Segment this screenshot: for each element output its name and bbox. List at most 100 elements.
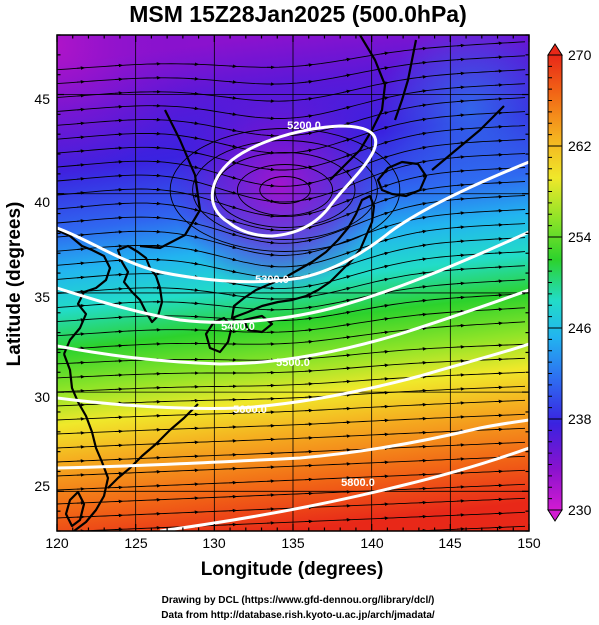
wind-arrow [456, 155, 466, 159]
wind-arrow [342, 89, 352, 94]
wind-arrow [456, 197, 466, 201]
wind-arrow [190, 136, 200, 140]
colorbar-tick-label: 246 [568, 320, 592, 336]
coastline-china-north [57, 229, 112, 355]
wind-arrow [342, 73, 352, 78]
coastline-taiwan [64, 490, 86, 528]
streamline-circulation [192, 140, 378, 240]
streamline [57, 321, 526, 351]
streamline [57, 385, 526, 407]
grid-lines [57, 35, 529, 531]
wind-arrow [380, 51, 390, 56]
wind-arrow [380, 251, 390, 256]
wind-arrow [228, 269, 238, 274]
wind-arrow [304, 181, 314, 186]
wind-arrow [380, 225, 390, 229]
wind-arrow [380, 66, 390, 70]
wind-arrow [76, 247, 86, 251]
colorbar: 270 262 254 246 238 230 [547, 43, 592, 522]
wind-arrow [76, 332, 86, 336]
contour-label-5800: 5800.0 [341, 477, 375, 489]
wind-arrow [342, 298, 352, 303]
x-tick-label: 135 [281, 535, 305, 551]
wind-arrow [266, 227, 276, 232]
wind-arrow [456, 141, 466, 145]
wind-arrow [304, 80, 314, 84]
wind-arrow [342, 154, 352, 158]
wind-arrow [228, 112, 238, 116]
wind-arrow [228, 219, 238, 223]
wind-arrow [76, 80, 86, 84]
wind-arrow [266, 214, 276, 218]
wind-arrow [342, 199, 352, 204]
y-tick-label: 35 [34, 289, 50, 305]
x-tick-label: 130 [202, 535, 226, 551]
wind-arrow [76, 261, 86, 266]
wind-arrow [304, 305, 314, 310]
wind-arrow [190, 235, 200, 239]
wind-arrow [456, 211, 466, 215]
streamline-circulation [169, 128, 401, 252]
wind-arrow [380, 141, 390, 145]
wind-arrow [228, 205, 238, 209]
wind-arrow [304, 63, 314, 67]
wind-arrow [380, 330, 390, 335]
figure-title: MSM 15Z28Jan2025 (500.0hPa) [129, 1, 467, 27]
wind-arrow [418, 229, 428, 234]
streamline [57, 399, 526, 421]
wind-arrow [342, 138, 352, 142]
wind-arrow [418, 146, 428, 150]
wind-arrow [76, 191, 86, 195]
wind-arrow [456, 183, 466, 187]
wind-arrow [228, 96, 238, 100]
wind-arrow [190, 288, 200, 292]
wind-arrow [342, 239, 352, 243]
wind-arrow [266, 240, 276, 245]
y-tick-label: 45 [34, 91, 50, 107]
contour-5400 [57, 230, 529, 324]
wind-arrow [342, 366, 352, 371]
x-tick-label: 145 [438, 535, 462, 551]
streamline [57, 237, 526, 279]
contour-label-5300: 5300.0 [255, 274, 289, 286]
wind-arrow [456, 225, 466, 229]
colorbar-tick-label: 270 [568, 47, 592, 63]
coastline-russia-east [329, 35, 387, 181]
x-tick-label: 150 [517, 535, 541, 551]
colorbar-tick-label: 230 [568, 502, 592, 518]
wind-arrow [418, 131, 428, 136]
colorbar-min-arrow [547, 509, 563, 522]
contour-5200 [210, 124, 378, 238]
wind-arrow [304, 97, 314, 101]
credit-drawing: Drawing by DCL (https://www.gfd-dennou.o… [162, 595, 435, 606]
wind-arrow [418, 271, 428, 275]
wind-arrow [342, 105, 352, 110]
wind-arrow [380, 212, 390, 216]
contour-label-5600: 5600.0 [233, 404, 267, 416]
y-tick-label: 30 [34, 389, 50, 405]
wind-arrow [380, 238, 390, 243]
coastline-kurils [431, 105, 505, 171]
wind-arrow [456, 267, 466, 272]
y-tick-label: 40 [34, 194, 50, 210]
wind-arrow [228, 232, 238, 237]
wind-arrow [304, 148, 314, 153]
wind-arrow [418, 312, 428, 317]
streamline [57, 441, 526, 463]
wind-arrow [76, 219, 86, 223]
wind-arrow [342, 335, 352, 340]
wind-arrow [418, 298, 428, 303]
contour-5300 [57, 160, 529, 284]
coastline-shikoku [242, 314, 274, 334]
streamline [57, 125, 526, 171]
streamline [57, 181, 526, 231]
contour-5900 [159, 446, 529, 531]
x-tick-label: 120 [45, 535, 69, 551]
streamline [57, 279, 526, 311]
streamline [57, 265, 526, 300]
wind-arrow [228, 128, 238, 133]
wind-arrow [228, 190, 238, 195]
y-axis-title: Latitude (degrees) [4, 202, 25, 367]
coastline-sakhalin [393, 39, 418, 121]
wind-arrow [418, 174, 428, 178]
